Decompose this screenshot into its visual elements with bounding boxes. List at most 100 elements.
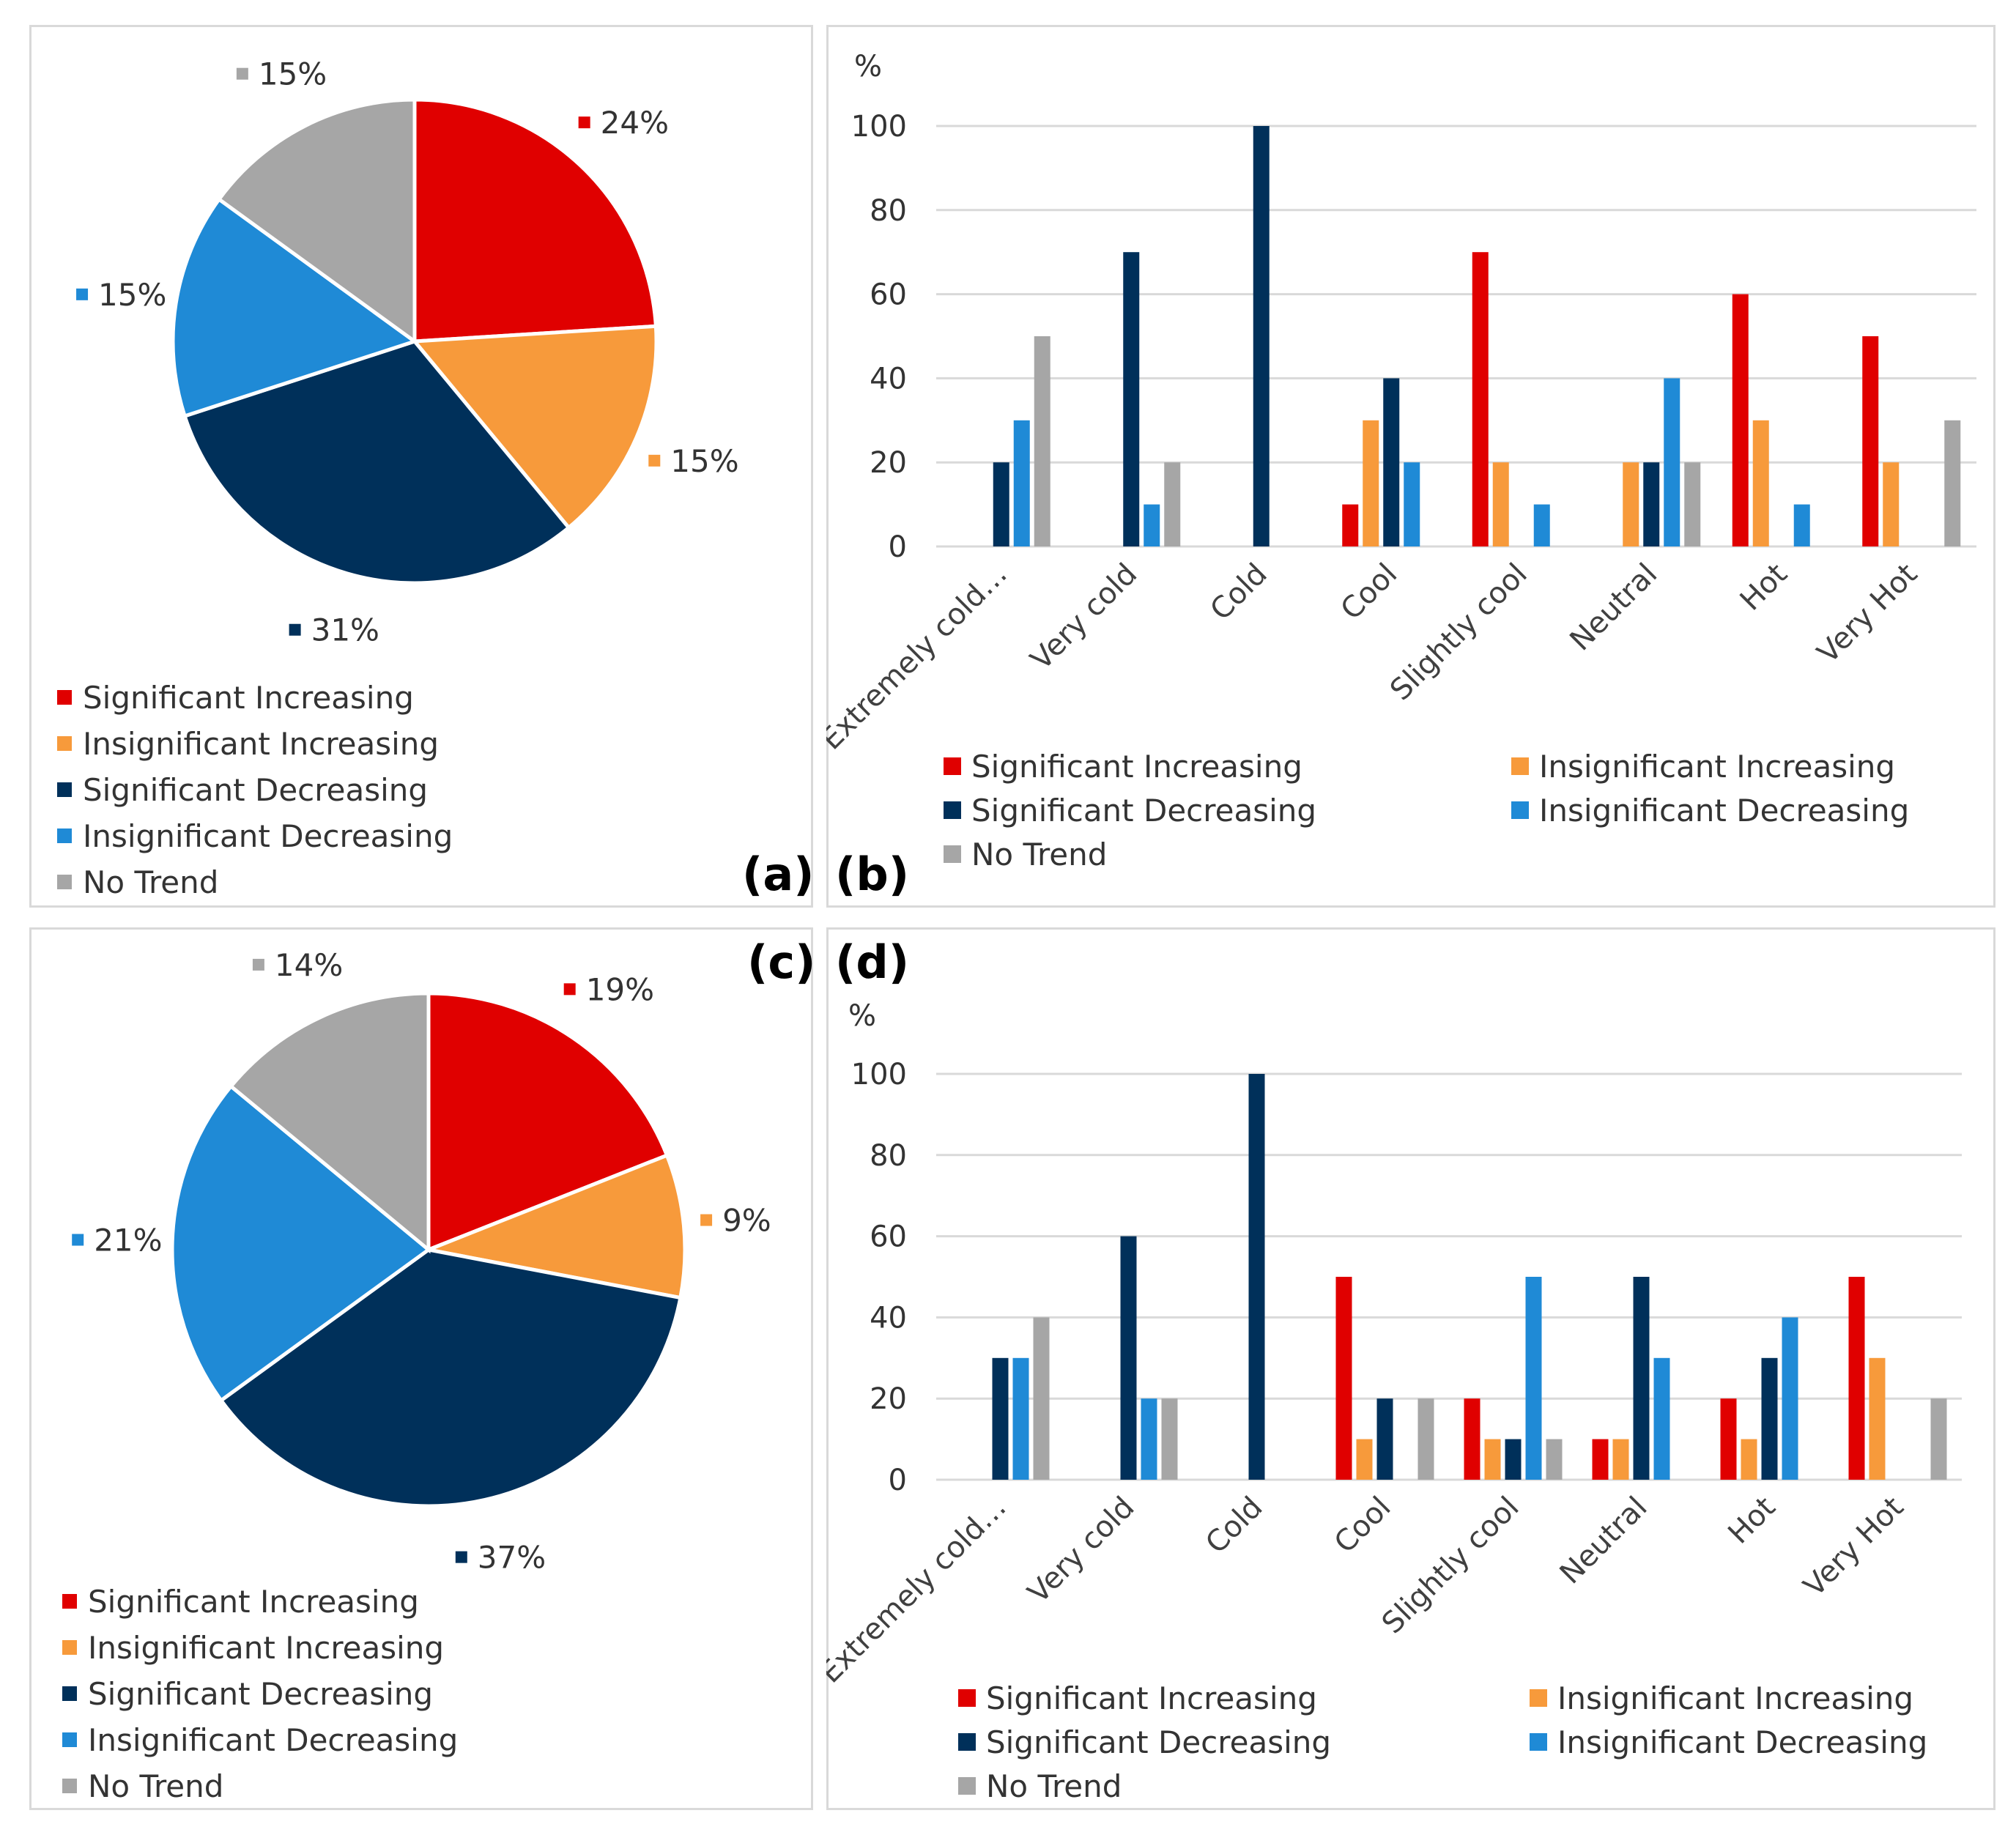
bar-slightly-cool-insignificant-increasing <box>1484 1439 1501 1480</box>
panel-label-c: (c) <box>747 935 816 989</box>
y-tick-label-20: 20 <box>870 1382 907 1416</box>
pie-slice-significant-increasing <box>412 97 659 344</box>
bar-hot-significant-increasing <box>1720 1398 1737 1480</box>
x-tick-label-neutral: Neutral <box>1554 1491 1654 1591</box>
legend-label-significant-decreasing: Significant Decreasing <box>986 1724 1331 1760</box>
pie-value-label-insignificant-decreasing: 21% <box>94 1222 162 1258</box>
pie-value-label-no-trend: 15% <box>259 56 327 92</box>
x-tick-label-neutral: Neutral <box>1563 557 1664 658</box>
bar-very-hot-significant-increasing <box>1848 1277 1865 1480</box>
y-tick-label-60: 60 <box>870 278 907 312</box>
pie-chart-a: 24% 15% 31% 15% 15% Significant Increasing Ins… <box>57 56 739 900</box>
bar-very-cold-significant-decreasing <box>1123 252 1140 546</box>
legend-label-no-trend: No Trend <box>986 1768 1122 1804</box>
pie-label-marker-no-trend <box>252 958 264 971</box>
bar-extremely-cold-significant-decreasing <box>993 462 1009 546</box>
legend-label-significant-increasing: Significant Increasing <box>971 749 1302 785</box>
legend-marker-significant-decreasing <box>62 1686 77 1701</box>
bar-slightly-cool-insignificant-decreasing <box>1533 504 1550 546</box>
bar-very-cold-significant-decreasing <box>1120 1236 1137 1480</box>
legend-label-insignificant-decreasing: Insignificant Decreasing <box>88 1722 458 1758</box>
legend-label-insignificant-decreasing: Insignificant Decreasing <box>1557 1724 1927 1760</box>
bar-cool-insignificant-decreasing <box>1404 462 1420 546</box>
pie-slice-no-trend <box>216 97 417 345</box>
x-tick-label-cold: Cold <box>1204 557 1273 627</box>
legend-label-no-trend: No Trend <box>88 1768 223 1804</box>
pie-slice-significant-increasing <box>426 991 670 1253</box>
pie-value-label-significant-increasing: 24% <box>601 105 669 141</box>
x-tick-label-cold: Cold <box>1199 1491 1269 1560</box>
panel-label-b: (b) <box>835 848 910 901</box>
legend-marker-significant-increasing <box>62 1594 77 1609</box>
legend-label-insignificant-increasing: Insignificant Increasing <box>1539 749 1895 785</box>
bar-cool-significant-decreasing <box>1376 1398 1393 1480</box>
bar-slightly-cool-significant-decreasing <box>1505 1439 1522 1480</box>
y-axis-label: % <box>848 999 876 1033</box>
bar-cool-no-trend <box>1418 1398 1434 1480</box>
bar-neutral-insignificant-increasing <box>1623 462 1639 546</box>
bar-extremely-cold-significant-decreasing <box>992 1357 1009 1480</box>
bar-cool-insignificant-increasing <box>1356 1439 1373 1480</box>
legend-marker-insignificant-decreasing <box>1511 801 1529 819</box>
legend-marker-insignificant-decreasing <box>57 828 72 843</box>
legend-marker-insignificant-increasing <box>1530 1689 1547 1707</box>
pie-value-label-insignificant-increasing: 15% <box>670 443 738 479</box>
legend-marker-no-trend <box>944 845 961 863</box>
bar-very-hot-insignificant-increasing <box>1869 1357 1886 1480</box>
bar-cold-significant-decreasing <box>1248 1074 1265 1480</box>
bar-neutral-insignificant-increasing <box>1612 1439 1629 1480</box>
legend-marker-significant-decreasing <box>958 1733 976 1751</box>
bar-slightly-cool-no-trend <box>1546 1439 1563 1480</box>
y-tick-label-0: 0 <box>889 1464 907 1497</box>
pie-value-label-insignificant-decreasing: 15% <box>98 277 166 313</box>
legend-label-significant-increasing: Significant Increasing <box>986 1680 1317 1716</box>
pie-label-marker-insignificant-decreasing <box>72 1234 84 1246</box>
x-tick-label-cool: Cool <box>1328 1491 1398 1560</box>
legend-marker-insignificant-increasing <box>1511 757 1529 775</box>
x-tick-label-slightly-cool: Slightly cool <box>1384 557 1534 708</box>
bar-hot-insignificant-decreasing <box>1782 1317 1798 1480</box>
bar-extremely-cold-no-trend <box>1034 336 1050 546</box>
pie-slice-significant-decreasing <box>218 1248 683 1508</box>
x-tick-label-very-hot: Very Hot <box>1797 1491 1910 1604</box>
legend-label-no-trend: No Trend <box>83 864 218 900</box>
legend-marker-significant-decreasing <box>944 801 961 819</box>
bar-slightly-cool-significant-increasing <box>1464 1398 1480 1480</box>
bar-hot-insignificant-increasing <box>1741 1439 1757 1480</box>
bar-chart-b: % 0 20 40 60 80 100 Extremely cold… Very cold Col… <box>826 50 1976 872</box>
legend-marker-insignificant-increasing <box>62 1640 77 1655</box>
bar-very-cold-no-trend <box>1164 462 1181 546</box>
legend-marker-insignificant-decreasing <box>1530 1733 1547 1751</box>
panel-label-a: (a) <box>742 848 815 901</box>
legend-marker-no-trend <box>958 1777 976 1795</box>
pie-value-label-insignificant-increasing: 9% <box>722 1203 771 1239</box>
x-tick-label-hot: Hot <box>1734 557 1794 618</box>
pie-value-label-no-trend: 14% <box>275 947 343 983</box>
legend-label-insignificant-decreasing: Insignificant Decreasing <box>83 818 453 854</box>
pie-label-marker-significant-decreasing <box>455 1551 467 1563</box>
y-tick-label-40: 40 <box>870 1301 907 1335</box>
bar-hot-insignificant-decreasing <box>1793 504 1810 546</box>
x-tick-label-hot: Hot <box>1722 1491 1782 1551</box>
bar-neutral-no-trend <box>1684 462 1701 546</box>
x-tick-label-very-cold: Very cold <box>1021 1491 1141 1610</box>
bar-extremely-cold-no-trend <box>1033 1317 1050 1480</box>
legend-label-no-trend: No Trend <box>971 837 1107 872</box>
y-tick-label-40: 40 <box>870 362 907 396</box>
bar-very-cold-insignificant-decreasing <box>1144 504 1160 546</box>
pie-chart-c: 19% 9% 37% 21% 14% Significant Increasing Insi… <box>62 947 771 1804</box>
legend-marker-significant-increasing <box>958 1689 976 1707</box>
bar-hot-significant-increasing <box>1732 294 1749 546</box>
pie-value-label-significant-increasing: 19% <box>586 971 654 1007</box>
y-tick-label-80: 80 <box>870 1139 907 1173</box>
bar-chart-d: % 0 20 40 60 80 100 Extremely cold… Very cold Col… <box>826 999 1962 1804</box>
bar-cool-insignificant-increasing <box>1363 420 1379 546</box>
legend-marker-insignificant-decreasing <box>62 1732 77 1747</box>
pie-value-label-significant-decreasing: 31% <box>311 612 379 648</box>
legend-marker-no-trend <box>57 875 72 889</box>
bar-hot-insignificant-increasing <box>1752 420 1769 546</box>
pie-label-marker-insignificant-increasing <box>700 1214 713 1226</box>
x-tick-label-extremely-cold: Extremely cold… <box>826 557 1014 757</box>
x-tick-label-slightly-cool: Slightly cool <box>1376 1491 1526 1641</box>
legend-label-significant-decreasing: Significant Decreasing <box>83 772 428 808</box>
